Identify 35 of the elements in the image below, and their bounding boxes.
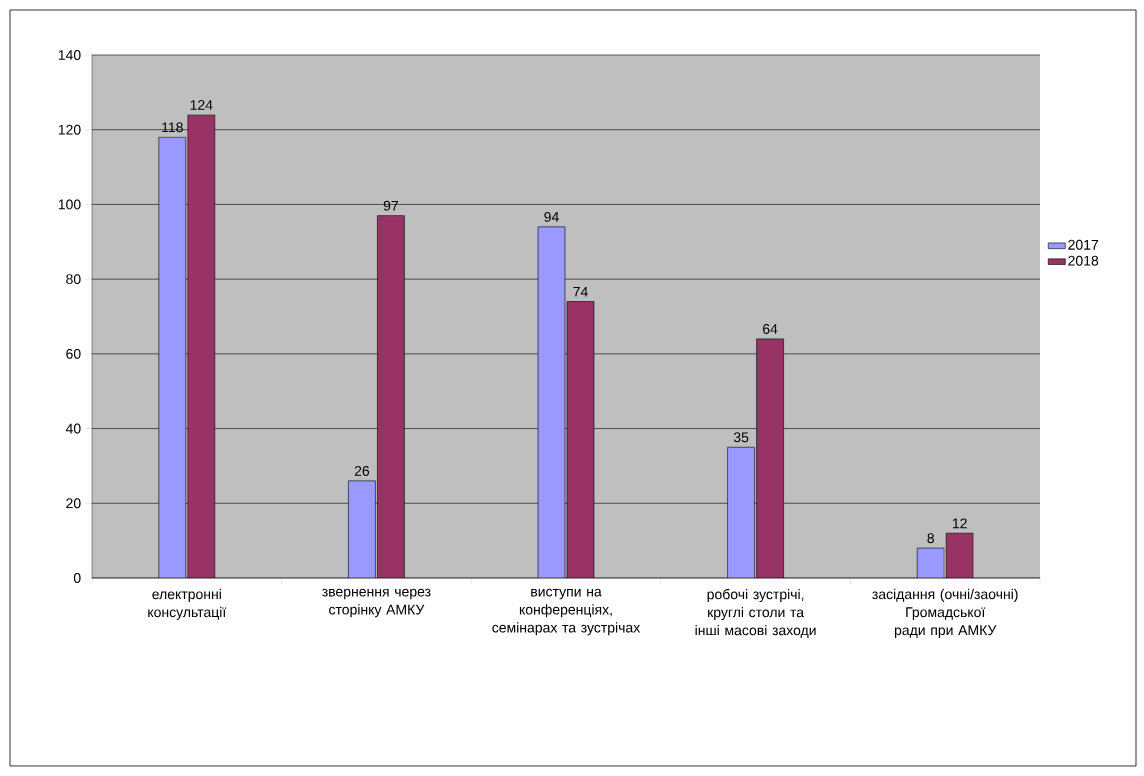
- y-tick-label: 40: [65, 423, 81, 434]
- bar: [158, 136, 187, 578]
- x-tick-label: робочі зустрічі, круглі столи та інші масові заходи: [695, 588, 816, 638]
- bar: [566, 301, 595, 578]
- legend-label: 2018: [1068, 255, 1099, 266]
- data-label: 8: [927, 533, 934, 544]
- data-label: 64: [763, 324, 778, 334]
- y-tick-label: 0: [73, 573, 81, 583]
- x-tick-label: звернення через сторінку АМКУ: [322, 588, 431, 618]
- data-label: 26: [354, 465, 370, 476]
- x-tick-label: виступи на конференціях, семінарах та зустрічах: [492, 588, 641, 636]
- bar: [348, 480, 376, 578]
- data-label: 124: [190, 100, 213, 110]
- legend-label: 2017: [1068, 239, 1099, 250]
- bar: [187, 114, 216, 578]
- x-tick-label: засідання (очні/заочні) Громадської ради при АМКУ: [872, 588, 1018, 638]
- data-label: 35: [733, 432, 749, 443]
- y-tick-label: 60: [66, 348, 81, 359]
- y-tick-label: 100: [58, 199, 81, 210]
- bar: [537, 226, 566, 578]
- data-label: 12: [952, 518, 967, 529]
- bar: [727, 446, 755, 578]
- data-label: 94: [544, 211, 559, 222]
- y-tick-label: 80: [66, 274, 81, 285]
- y-tick-label: 140: [58, 50, 81, 60]
- bar: [377, 215, 405, 578]
- bar: [756, 338, 784, 578]
- data-label: 97: [383, 200, 398, 211]
- bar: [945, 532, 974, 578]
- data-label: 118: [162, 122, 183, 133]
- y-tick-label: 120: [58, 124, 81, 135]
- data-label: 74: [573, 286, 588, 297]
- y-tick-label: 20: [66, 498, 81, 509]
- bar: [916, 547, 945, 578]
- x-tick-label: електронні консультації: [148, 588, 227, 620]
